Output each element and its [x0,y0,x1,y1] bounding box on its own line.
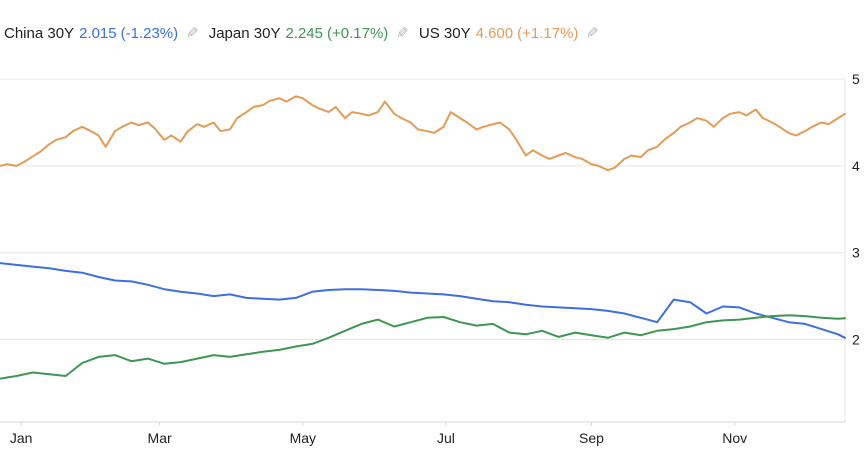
legend-item-us-30y[interactable]: US 30Y 4.600 (+1.17%) ✎ [418,24,599,43]
legend-item-japan-30y[interactable]: Japan 30Y 2.245 (+0.17%) ✎ [208,24,409,43]
legend-name: Japan 30Y [208,24,281,42]
x-tick-label-may: May [290,430,316,446]
x-tick-label-sep: Sep [579,430,604,446]
x-tick-label-mar: Mar [148,430,172,446]
legend-change: (+0.17%) [327,24,389,42]
legend-name: China 30Y [4,24,75,42]
series-line-japan-30y [0,314,846,380]
x-tick-label-jul: Jul [437,430,455,446]
legend-value: 2.015 [79,24,117,42]
x-tick-label-jan: Jan [10,430,33,446]
legend-change: (-1.23%) [120,24,179,42]
legend-value: 2.245 [285,24,323,42]
y-tick-label-4: 4 [852,158,860,174]
y-tick-label-2: 2 [852,332,860,348]
y-tick-label-3: 3 [852,245,860,261]
legend-value: 4.600 [475,24,514,42]
series-line-us-30y [0,95,846,172]
chart-legend: China 30Y 2.015 (-1.23%) ✎ Japan 30Y 2.2… [4,22,609,44]
legend-item-china-30y[interactable]: China 30Y 2.015 (-1.23%) ✎ [4,24,199,43]
legend-name: US 30Y [418,24,471,42]
legend-change: (+1.17%) [517,24,579,42]
y-tick-label-5: 5 [852,71,860,87]
series-line-china-30y [0,262,846,339]
x-tick-label-nov: Nov [722,430,747,446]
